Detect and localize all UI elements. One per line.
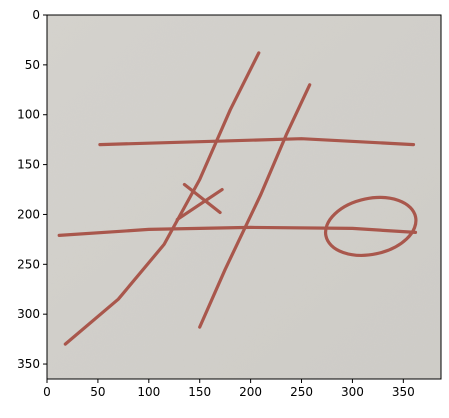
right-vertical-line — [198, 83, 312, 329]
x-tick-label: 350 — [392, 385, 415, 399]
y-tick-label: 100 — [17, 108, 40, 122]
x-tick-label: 100 — [137, 385, 160, 399]
top-horizontal-line — [98, 137, 416, 147]
y-tick-label: 200 — [17, 207, 40, 221]
y-tick-label: 150 — [17, 158, 40, 172]
x-tick-label: 0 — [43, 385, 51, 399]
x-tick-label: 250 — [290, 385, 313, 399]
x-axis: 0 50 100 150 200 250 300 350 — [43, 379, 415, 399]
y-axis: 0 50 100 150 200 250 300 350 — [17, 8, 47, 371]
x-mark-stroke-1 — [182, 182, 222, 215]
y-tick-label: 50 — [25, 58, 40, 72]
game-marks — [175, 182, 418, 257]
y-tick-label: 250 — [17, 257, 40, 271]
x-mark — [175, 182, 224, 222]
x-tick-label: 200 — [239, 385, 262, 399]
plot-area — [46, 14, 442, 380]
o-mark — [323, 195, 418, 257]
y-tick-label: 0 — [32, 8, 40, 22]
axes-frame — [46, 14, 442, 380]
x-tick-label: 50 — [90, 385, 105, 399]
left-vertical-line — [63, 51, 261, 346]
x-mark-stroke-2 — [175, 187, 224, 222]
y-tick-label: 350 — [17, 357, 40, 371]
x-tick-label: 300 — [341, 385, 364, 399]
x-tick-label: 150 — [188, 385, 211, 399]
bottom-horizontal-line — [57, 225, 418, 237]
y-tick-label: 300 — [17, 307, 40, 321]
tic-tac-toe-board — [57, 51, 418, 346]
